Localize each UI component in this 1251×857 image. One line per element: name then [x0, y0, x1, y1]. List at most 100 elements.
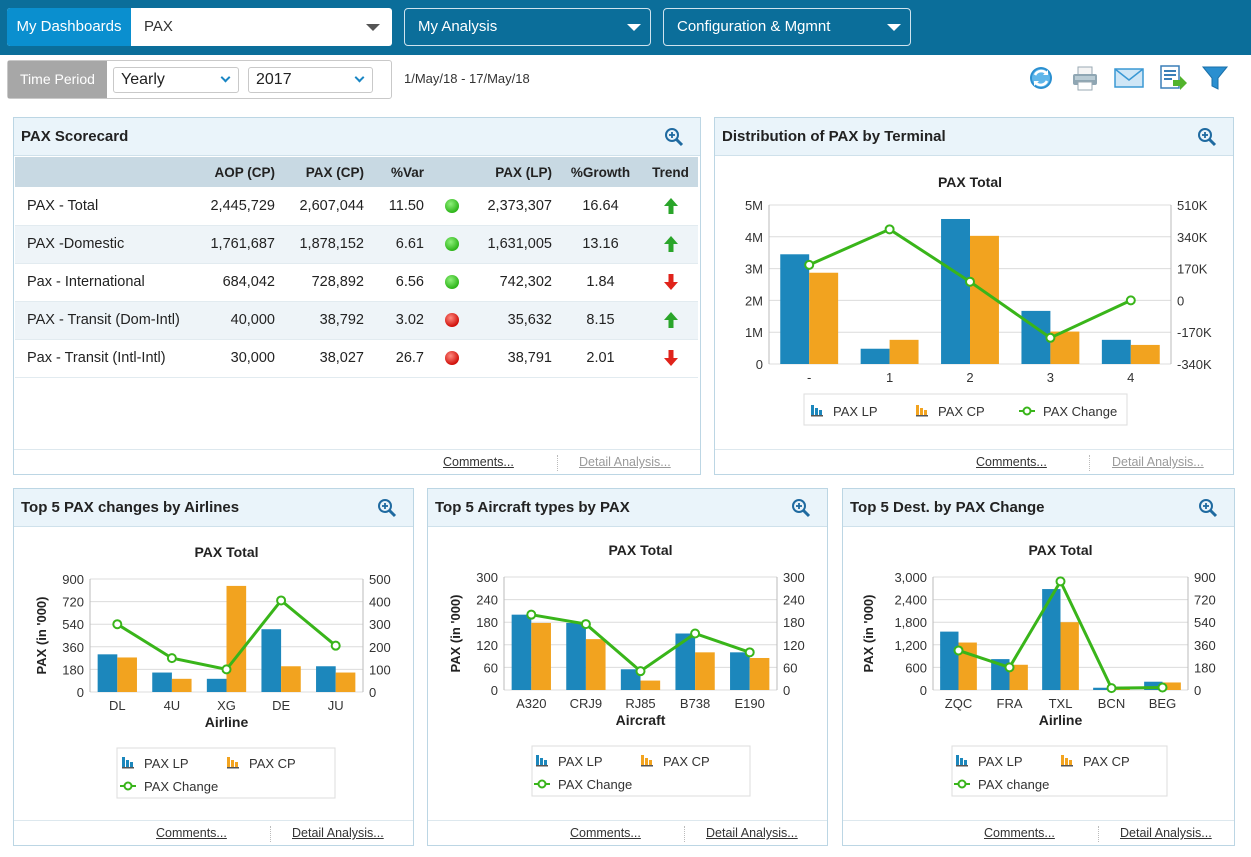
bar-pax-cp[interactable]: [889, 339, 919, 364]
bar-pax-cp[interactable]: [281, 666, 301, 692]
pax-change-point[interactable]: [580, 619, 591, 630]
detail-analysis-link[interactable]: Detail Analysis...: [1112, 455, 1204, 469]
pax-change-point[interactable]: [1125, 295, 1136, 306]
zoom-in-icon[interactable]: [1198, 498, 1218, 518]
bar-pax-cp[interactable]: [585, 639, 606, 690]
pax-change-point[interactable]: [804, 259, 815, 270]
legend-bar-icon: [231, 760, 234, 767]
year-select[interactable]: 2017: [248, 67, 373, 93]
chart-title: PAX Total: [194, 544, 258, 560]
pax-change-point[interactable]: [221, 664, 232, 675]
my-analysis-menu[interactable]: My Analysis: [404, 8, 651, 46]
comments-link[interactable]: Comments...: [976, 455, 1047, 469]
bar-pax-lp[interactable]: [730, 652, 750, 690]
bar-pax-cp[interactable]: [1130, 344, 1160, 364]
pax-change-point[interactable]: [1157, 682, 1168, 693]
footer-divider: [1089, 455, 1090, 471]
x-tick-label: BCN: [1098, 696, 1125, 711]
bar-pax-cp[interactable]: [1060, 622, 1079, 690]
x-tick-label: E190: [735, 696, 765, 711]
pax-change-point[interactable]: [635, 666, 646, 677]
print-icon[interactable]: [1070, 63, 1100, 93]
filter-icon[interactable]: [1200, 63, 1230, 93]
x-tick-label: ZQC: [945, 696, 972, 711]
growth-cell: 2.01: [558, 339, 643, 378]
pax-change-point[interactable]: [112, 619, 123, 630]
pax-change-point[interactable]: [330, 640, 341, 651]
detail-analysis-link[interactable]: Detail Analysis...: [1120, 826, 1212, 840]
pax-change-point[interactable]: [744, 647, 755, 658]
legend-line-icon: [537, 779, 547, 789]
email-icon[interactable]: [1113, 63, 1144, 93]
pax-change-point[interactable]: [1004, 662, 1015, 673]
detail-analysis-link[interactable]: Detail Analysis...: [292, 826, 384, 840]
detail-analysis-link[interactable]: Detail Analysis...: [706, 826, 798, 840]
bar-pax-lp[interactable]: [941, 218, 970, 364]
y-tick-label: 4M: [745, 230, 763, 245]
export-icon[interactable]: [1158, 63, 1188, 93]
chart-legend: [116, 747, 336, 799]
zoom-in-icon[interactable]: [1197, 127, 1217, 147]
bar-pax-lp[interactable]: [97, 654, 118, 692]
comments-link[interactable]: Comments...: [984, 826, 1055, 840]
bar-pax-lp[interactable]: [206, 678, 227, 692]
comments-link[interactable]: Comments...: [156, 826, 227, 840]
y-tick-label: 0: [756, 357, 763, 372]
bar-pax-lp[interactable]: [1144, 681, 1163, 690]
period-select[interactable]: Yearly: [113, 67, 239, 93]
bar-pax-lp[interactable]: [316, 666, 336, 692]
bar-pax-cp[interactable]: [640, 680, 661, 690]
dashboard-selector[interactable]: My Dashboards PAX: [7, 8, 392, 46]
zoom-in-icon[interactable]: [377, 498, 397, 518]
bar-pax-cp[interactable]: [695, 652, 715, 690]
green-status-dot-icon: [445, 237, 459, 252]
bar-pax-lp[interactable]: [860, 348, 890, 364]
bar-pax-cp[interactable]: [531, 622, 551, 690]
bar-pax-lp[interactable]: [1042, 589, 1061, 690]
refresh-icon[interactable]: [1026, 63, 1056, 93]
configuration-menu[interactable]: Configuration & Mgmnt: [663, 8, 911, 46]
pax-change-point[interactable]: [526, 609, 537, 620]
pax-change-point[interactable]: [1045, 332, 1056, 343]
comments-link[interactable]: Comments...: [570, 826, 641, 840]
pax-change-point[interactable]: [276, 595, 287, 606]
zoom-in-icon[interactable]: [791, 498, 811, 518]
pax-change-point[interactable]: [166, 653, 177, 664]
bar-pax-cp[interactable]: [1009, 664, 1028, 690]
legend-label: PAX CP: [663, 754, 710, 769]
legend-bar-icon: [811, 415, 823, 417]
bar-pax-lp[interactable]: [152, 672, 172, 692]
detail-analysis-link[interactable]: Detail Analysis...: [579, 455, 671, 469]
bar-pax-cp[interactable]: [335, 672, 356, 692]
bar-pax-lp[interactable]: [780, 254, 810, 364]
pax-change-point[interactable]: [884, 224, 895, 235]
zoom-in-icon[interactable]: [664, 127, 684, 147]
pax-change-point[interactable]: [1055, 576, 1066, 587]
red-status-dot-icon: [445, 313, 459, 328]
pax-change-point[interactable]: [690, 628, 701, 639]
legend-line-icon: [123, 781, 133, 791]
pax-change-point[interactable]: [965, 276, 975, 287]
pax-change-point[interactable]: [1106, 683, 1117, 694]
bar-pax-lp[interactable]: [1101, 339, 1131, 364]
bar-pax-cp[interactable]: [749, 657, 770, 690]
dashboard-selected-value: PAX: [144, 18, 173, 35]
x-tick-label: 3: [1047, 370, 1054, 385]
bar-pax-cp[interactable]: [809, 272, 839, 364]
bar-pax-lp[interactable]: [261, 629, 282, 692]
comments-link[interactable]: Comments...: [443, 455, 514, 469]
bar-pax-cp[interactable]: [117, 657, 137, 692]
pax-change-point[interactable]: [953, 645, 964, 656]
bar-pax-cp[interactable]: [226, 585, 247, 692]
bar-pax-lp[interactable]: [566, 622, 586, 690]
y-tick-label: 360: [62, 640, 84, 655]
growth-cell: 1.84: [558, 263, 643, 302]
bar-pax-lp[interactable]: [511, 614, 532, 690]
bar-pax-lp[interactable]: [620, 669, 641, 690]
time-period-filter: Time Period Yearly 2017: [7, 60, 392, 99]
bar-pax-lp[interactable]: [1093, 687, 1112, 690]
bar-pax-cp[interactable]: [1162, 682, 1181, 690]
bar-pax-lp[interactable]: [675, 633, 696, 691]
bar-pax-lp[interactable]: [940, 631, 959, 690]
bar-pax-cp[interactable]: [171, 678, 192, 692]
